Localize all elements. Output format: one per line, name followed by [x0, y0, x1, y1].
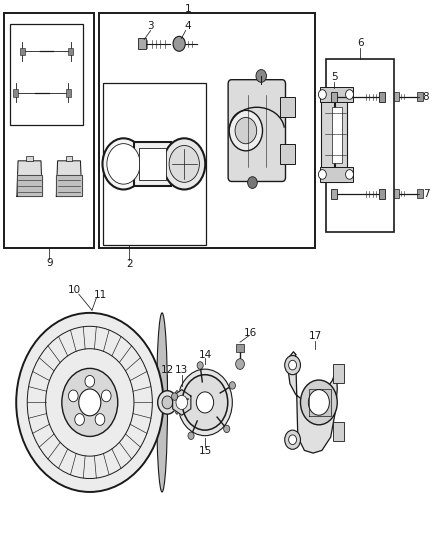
Circle shape — [75, 414, 85, 425]
Text: 16: 16 — [244, 328, 257, 338]
Circle shape — [346, 169, 353, 179]
Bar — [379, 189, 385, 199]
Polygon shape — [309, 389, 331, 416]
Text: 3: 3 — [147, 21, 154, 31]
Circle shape — [68, 390, 78, 402]
Text: 7: 7 — [423, 189, 429, 199]
Circle shape — [79, 389, 101, 416]
Circle shape — [178, 369, 232, 435]
Circle shape — [169, 146, 199, 182]
Bar — [333, 422, 344, 441]
Circle shape — [176, 395, 187, 409]
Polygon shape — [173, 390, 191, 415]
Ellipse shape — [174, 391, 180, 414]
Circle shape — [102, 390, 111, 402]
Bar — [394, 92, 399, 101]
Circle shape — [235, 117, 257, 144]
Polygon shape — [57, 161, 82, 196]
Circle shape — [224, 425, 230, 433]
Circle shape — [197, 362, 203, 369]
Bar — [394, 189, 399, 198]
Bar — [138, 38, 146, 49]
Circle shape — [285, 430, 300, 449]
Bar — [280, 97, 295, 117]
Bar — [68, 47, 73, 55]
Circle shape — [196, 392, 214, 413]
Text: 8: 8 — [423, 92, 429, 102]
Circle shape — [158, 391, 177, 414]
Circle shape — [163, 138, 205, 189]
Circle shape — [85, 375, 95, 387]
Circle shape — [172, 393, 178, 400]
Text: 15: 15 — [198, 446, 212, 456]
Circle shape — [182, 375, 228, 430]
Circle shape — [236, 359, 244, 369]
Circle shape — [62, 368, 118, 437]
Text: 11: 11 — [94, 290, 107, 300]
Circle shape — [346, 90, 353, 99]
Text: 5: 5 — [331, 71, 338, 82]
Text: 14: 14 — [198, 350, 212, 360]
Circle shape — [289, 435, 297, 445]
Bar — [13, 89, 18, 96]
Polygon shape — [57, 175, 82, 196]
Text: 10: 10 — [68, 286, 81, 295]
Circle shape — [162, 396, 173, 409]
Bar — [66, 89, 71, 96]
Circle shape — [102, 138, 145, 189]
Polygon shape — [17, 175, 42, 196]
Circle shape — [107, 143, 140, 184]
FancyBboxPatch shape — [228, 79, 286, 181]
Bar — [139, 148, 166, 180]
Circle shape — [300, 380, 337, 425]
Bar — [20, 47, 25, 55]
Bar — [417, 92, 423, 101]
Bar — [236, 344, 244, 352]
Bar — [331, 189, 337, 199]
Bar — [99, 13, 315, 248]
Text: 9: 9 — [46, 259, 53, 268]
Circle shape — [229, 110, 262, 151]
Text: 6: 6 — [357, 38, 364, 47]
Bar — [26, 156, 33, 161]
Bar — [379, 92, 385, 101]
Circle shape — [95, 414, 105, 425]
Ellipse shape — [157, 313, 167, 492]
Circle shape — [285, 356, 300, 375]
Bar — [320, 87, 353, 102]
Bar — [335, 88, 347, 182]
Circle shape — [318, 169, 326, 179]
Text: 1: 1 — [185, 4, 192, 13]
Text: 2: 2 — [126, 260, 133, 269]
Circle shape — [308, 390, 329, 415]
Circle shape — [173, 36, 185, 51]
Bar — [320, 167, 353, 182]
Text: 4: 4 — [184, 21, 191, 31]
Bar — [326, 59, 394, 232]
Text: 12: 12 — [161, 366, 174, 375]
Circle shape — [16, 313, 163, 492]
Bar — [10, 24, 83, 125]
Polygon shape — [288, 352, 337, 453]
Circle shape — [256, 69, 266, 83]
Circle shape — [247, 177, 257, 189]
Circle shape — [230, 382, 236, 389]
Bar — [332, 107, 342, 163]
Bar — [134, 142, 171, 187]
Text: 13: 13 — [175, 366, 188, 375]
Text: 17: 17 — [309, 332, 322, 341]
Circle shape — [289, 360, 297, 370]
Polygon shape — [17, 161, 42, 196]
Bar — [333, 364, 344, 383]
Bar — [331, 92, 337, 101]
Bar — [280, 144, 295, 164]
Bar — [417, 189, 423, 198]
Bar — [103, 83, 206, 245]
Bar — [321, 88, 334, 182]
Circle shape — [188, 432, 194, 440]
Circle shape — [318, 90, 326, 99]
Bar — [66, 156, 72, 161]
Bar — [4, 13, 94, 248]
